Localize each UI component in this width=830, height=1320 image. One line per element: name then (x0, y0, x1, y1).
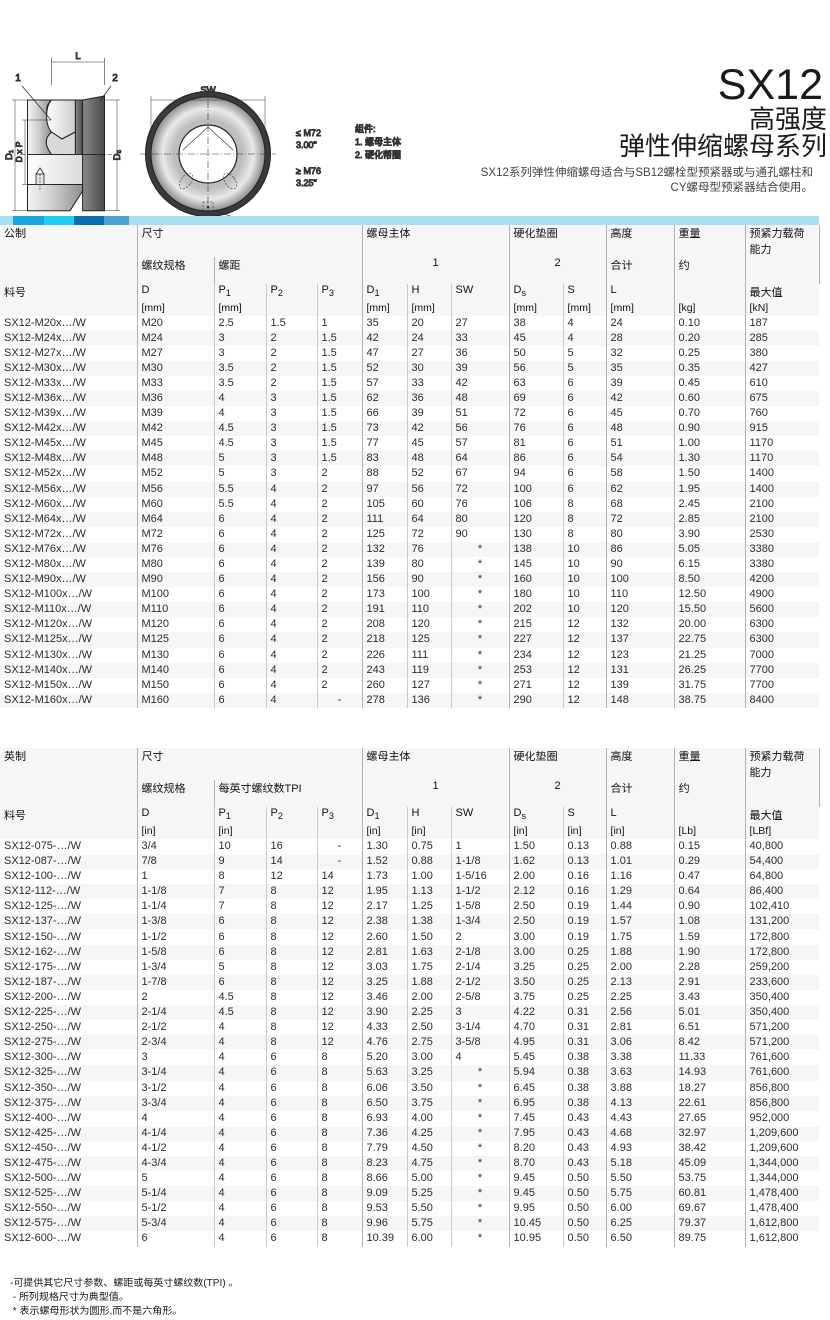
svg-text:L: L (75, 51, 80, 62)
